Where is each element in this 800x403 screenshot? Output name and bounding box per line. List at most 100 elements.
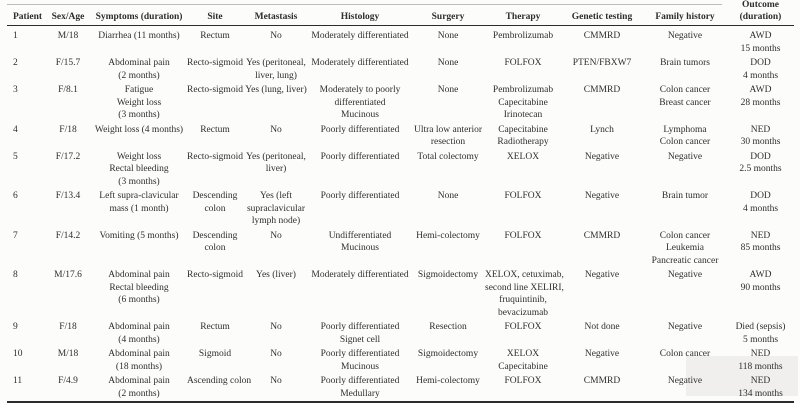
cell-site: Rectum (187, 124, 243, 137)
cell-genetic-testing: CMMRD (561, 30, 643, 43)
cell-text: Yes (peritoneal, (246, 151, 306, 162)
cell-histology: Poorly differentiated Signet cell (309, 321, 411, 346)
cell-symptoms: Abdominal pain (2 months) (91, 375, 187, 400)
cell-text: Medullary (340, 388, 380, 399)
cell-text: Poorly differentiated (320, 124, 400, 135)
cell-text: Colon cancer (659, 230, 711, 241)
cell-therapy: FOLFOX (485, 190, 561, 203)
cell-patient: 4 (7, 124, 45, 137)
cell-text: differentiated (334, 97, 386, 108)
cell-text: Negative (584, 349, 620, 359)
cell-outcome: DOD 4 months (727, 190, 794, 215)
cell-text: DOD (750, 58, 771, 68)
cell-sex-age: F/15.7 (45, 57, 91, 70)
cell-text: 3 (13, 85, 18, 95)
header-text: Family history (655, 11, 715, 22)
cell-sex-age: F/18 (45, 124, 91, 137)
cell-text: Yes (left (259, 191, 293, 201)
cell-site: Recto-sigmoid (187, 151, 243, 164)
cell-text: bevacizumab (497, 307, 549, 318)
table-row-2: 2 F/15.7 Abdominal pain (2 months) Recto-sig… (7, 56, 794, 83)
cell-text: None (437, 31, 459, 41)
cell-genetic-testing: Negative (561, 269, 643, 282)
cell-text: liver) (265, 164, 287, 174)
cell-text: Yes (peritoneal, (246, 58, 306, 68)
table-row-1: 1 M/18 Diarrhea (11 months) Rectum No Moderat… (7, 26, 794, 56)
cell-text: PTEN/FBXW7 (572, 58, 632, 68)
cell-text: FOLFOX (504, 376, 542, 386)
cell-text: Yes (liver) (256, 270, 296, 280)
cell-text: lymph node) (251, 216, 301, 226)
cell-text: 134 months (738, 388, 783, 399)
cell-text: 4 months (742, 70, 779, 81)
cell-histology: Moderately differentiated (309, 269, 411, 282)
cell-text: Negative (667, 270, 703, 280)
cell-text: 1 (13, 31, 18, 41)
cell-text: NED (750, 349, 771, 359)
cell-site: Rectum (187, 321, 243, 334)
cell-text: Negative (667, 31, 703, 41)
cell-family-history: Colon cancer Breast cancer (643, 84, 727, 109)
cell-family-history: Brain tumors (643, 57, 727, 70)
cell-text: Descending (192, 230, 238, 241)
cell-text: Lynch (590, 124, 614, 135)
cell-outcome: NED 85 months (727, 230, 794, 255)
cell-text: AWD (749, 31, 772, 41)
cell-text: Radiotherapy (497, 137, 549, 147)
cell-surgery: None (411, 57, 485, 70)
table-row-4: 4 F/18 Weight loss (4 months) Rectum No Poorl… (7, 123, 794, 150)
cell-text: Hemi-colectomy (416, 376, 480, 386)
cell-metastasis: Yes (liver) (243, 269, 309, 282)
cell-text: FOLFOX (504, 191, 542, 201)
cell-outcome: NED 30 months (727, 124, 794, 149)
cell-surgery: None (411, 30, 485, 43)
column-header-sex-age: Sex/Age (45, 12, 91, 24)
cell-text: F/18 (59, 124, 77, 135)
cell-text: Rectum (200, 31, 230, 41)
cell-metastasis: Yes (left supraclavicular lymph node) (243, 190, 309, 228)
cell-text: Rectal bleeding (109, 164, 169, 174)
table-body: 1 M/18 Diarrhea (11 months) Rectum No Moderat… (7, 26, 794, 403)
cell-text: F/15.7 (55, 58, 81, 68)
cell-text: CMMRD (583, 85, 621, 95)
cell-site: Recto-sigmoid (187, 84, 243, 97)
cell-sex-age: F/17.2 (45, 151, 91, 164)
cell-text: F/18 (59, 322, 77, 332)
cell-text: Hemi-colectomy (416, 230, 480, 241)
cell-text: M/17.6 (54, 270, 82, 280)
cell-text: None (437, 191, 459, 201)
cell-text: Pembrolizumab (492, 31, 554, 41)
cell-text: Colon cancer (659, 85, 711, 95)
cell-text: 10 (13, 349, 23, 359)
cell-text: Abdominal pain (108, 322, 170, 332)
cell-outcome: NED 118 months (727, 348, 794, 373)
cell-text: Weight loss (116, 97, 162, 108)
cell-text: Negative (584, 191, 620, 201)
cell-text: No (270, 31, 282, 41)
cell-text: (4 months) (118, 334, 160, 345)
cell-text: Left supra-clavicular (99, 191, 179, 201)
cell-family-history: Negative (643, 321, 727, 334)
cell-text: F/4.9 (58, 376, 78, 386)
cell-text: Poorly differentiated (320, 151, 400, 162)
cell-text: second line XELIRI, (485, 282, 564, 293)
cell-patient: 2 (7, 57, 45, 70)
cell-therapy: XELOX Capecitabine (485, 348, 561, 373)
cell-metastasis: No (243, 321, 309, 334)
cell-genetic-testing: PTEN/FBXW7 (561, 57, 643, 70)
cell-text: Rectum (200, 322, 230, 332)
cell-text: NED (750, 230, 771, 241)
header-text: Histology (340, 11, 380, 22)
cell-text: Moderately differentiated (311, 270, 409, 280)
header-text: Symptoms (duration) (95, 11, 183, 22)
cell-text: Poorly differentiated (320, 191, 400, 201)
cell-text: F/13.4 (55, 191, 81, 201)
cell-symptoms: Abdominal pain (4 months) (91, 321, 187, 346)
cell-text: Diarrhea (11 months) (98, 31, 180, 41)
cell-therapy: FOLFOX (485, 375, 561, 388)
cell-site: Recto-sigmoid (187, 57, 243, 70)
cell-histology: Poorly differentiated Mucinous (309, 348, 411, 373)
cell-therapy: Pembrolizumab Capecitabine Irinotecan (485, 84, 561, 122)
cell-metastasis: No (243, 230, 309, 243)
cell-text: 28 months (740, 97, 781, 108)
